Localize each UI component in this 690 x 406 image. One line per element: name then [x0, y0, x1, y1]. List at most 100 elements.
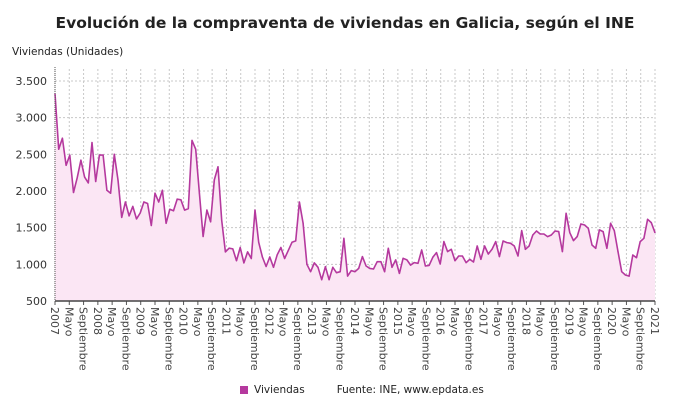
- data-point: [232, 248, 234, 250]
- data-point: [343, 237, 345, 239]
- data-point: [295, 240, 297, 242]
- x-tick-label: Septiembre: [77, 307, 90, 371]
- data-point: [539, 233, 541, 235]
- x-tick-label: Septiembre: [334, 307, 347, 371]
- data-point: [372, 268, 375, 270]
- data-point: [276, 254, 278, 256]
- x-tick-label: 2020: [605, 307, 618, 335]
- data-point: [239, 246, 241, 249]
- data-point: [484, 245, 486, 247]
- data-point: [476, 245, 478, 247]
- data-point: [376, 261, 378, 263]
- x-tick-label: Mayo: [234, 307, 247, 337]
- data-point: [572, 240, 575, 242]
- data-point: [280, 246, 282, 249]
- data-point: [306, 263, 308, 265]
- data-point: [350, 270, 352, 272]
- data-point: [509, 242, 512, 244]
- data-point: [435, 252, 438, 254]
- x-tick-label: Septiembre: [377, 307, 390, 371]
- data-point: [391, 266, 393, 268]
- data-point: [543, 233, 545, 235]
- x-tick-label: 2008: [91, 307, 104, 335]
- data-point: [65, 164, 67, 166]
- data-point: [209, 221, 212, 223]
- x-tick-label: Septiembre: [591, 307, 604, 371]
- data-point: [584, 224, 586, 226]
- legend: Viviendas Fuente: INE, www.epdata.es: [240, 384, 484, 396]
- data-point: [106, 189, 108, 191]
- data-point: [139, 212, 141, 214]
- chart-title: Evolución de la compraventa de viviendas…: [55, 14, 635, 32]
- data-point: [91, 142, 93, 144]
- data-point: [165, 222, 167, 224]
- y-tick-label: 2.000: [16, 185, 48, 198]
- data-point: [598, 229, 601, 231]
- data-point: [439, 263, 441, 265]
- data-point: [465, 262, 467, 264]
- x-tick-label: Mayo: [148, 307, 161, 337]
- data-point: [646, 218, 649, 220]
- data-point: [361, 256, 364, 258]
- data-point: [150, 224, 152, 227]
- data-point: [421, 249, 423, 251]
- x-tick-label: Septiembre: [548, 307, 561, 371]
- x-tick-label: 2009: [134, 307, 147, 335]
- data-point: [198, 192, 201, 194]
- data-point: [339, 271, 341, 273]
- data-point: [291, 241, 293, 243]
- data-point: [602, 231, 604, 233]
- data-point: [335, 272, 338, 274]
- data-point: [384, 271, 386, 273]
- x-tick-label: Mayo: [534, 307, 547, 337]
- data-point: [550, 234, 552, 236]
- data-point: [221, 219, 223, 221]
- data-point: [428, 264, 430, 266]
- data-point: [98, 154, 101, 156]
- data-point: [491, 248, 493, 250]
- data-point: [172, 210, 175, 212]
- data-point: [284, 257, 286, 260]
- data-point: [272, 266, 275, 268]
- x-tick-label: 2014: [348, 307, 361, 335]
- data-point: [624, 274, 626, 276]
- data-point: [228, 247, 230, 249]
- data-point: [535, 230, 538, 232]
- data-point: [617, 251, 619, 253]
- data-point: [287, 249, 289, 251]
- data-point: [521, 230, 523, 232]
- data-point: [124, 201, 126, 203]
- x-tick-label: Mayo: [62, 307, 75, 337]
- data-point: [169, 208, 171, 210]
- data-point: [587, 227, 589, 229]
- data-point: [417, 262, 419, 264]
- data-point: [202, 235, 204, 238]
- data-point: [243, 262, 245, 264]
- data-point: [546, 236, 549, 238]
- data-point: [95, 180, 97, 183]
- data-point: [609, 222, 612, 224]
- x-tick-label: 2018: [519, 307, 532, 335]
- data-point: [102, 154, 104, 156]
- data-point: [176, 198, 178, 200]
- x-tick-label: Septiembre: [248, 307, 261, 371]
- data-point: [454, 260, 456, 262]
- series-area-viviendas: [55, 93, 655, 301]
- data-point: [72, 191, 75, 194]
- data-point: [395, 259, 397, 261]
- data-point: [132, 205, 134, 207]
- data-point: [606, 247, 608, 249]
- data-point: [195, 148, 197, 150]
- data-point: [313, 262, 315, 264]
- x-tick-label: Mayo: [491, 307, 504, 337]
- x-tick-label: Septiembre: [119, 307, 132, 371]
- x-tick-label: Mayo: [105, 307, 118, 337]
- data-point: [565, 212, 567, 214]
- data-point: [595, 247, 597, 249]
- data-point: [365, 265, 367, 267]
- x-tick-label: Septiembre: [291, 307, 304, 371]
- data-point: [513, 245, 515, 247]
- x-tick-label: 2021: [648, 307, 661, 335]
- data-point: [261, 256, 264, 258]
